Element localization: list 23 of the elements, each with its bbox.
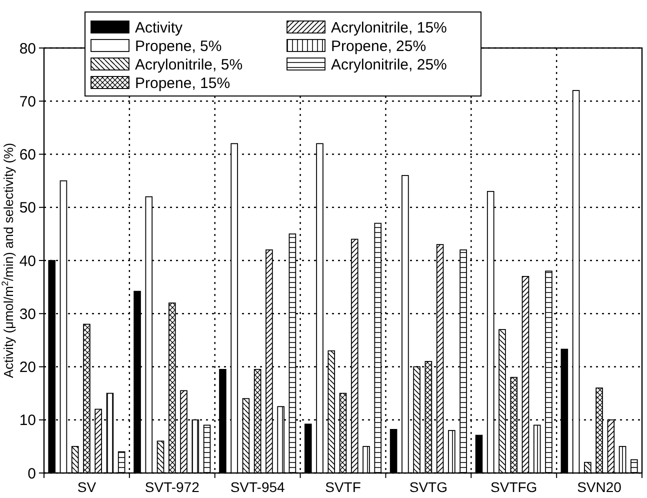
x-tick-label: SV <box>77 479 97 495</box>
y-tick-label: 10 <box>19 412 36 430</box>
y-tick-label: 50 <box>19 200 36 217</box>
x-tick-label: SVT-954 <box>230 479 286 495</box>
y-tick-label: 0 <box>28 465 36 482</box>
legend-label: Acrylonitrile, 5% <box>135 56 243 74</box>
legend-label: Acrylonitrile, 25% <box>331 56 447 74</box>
x-tick-label: SVTG <box>409 479 448 495</box>
legend-label: Acrylonitrile, 15% <box>331 19 447 36</box>
x-tick-label: SVTFG <box>490 479 538 495</box>
y-tick-label: 70 <box>19 93 36 110</box>
legend-label: Propene, 5% <box>135 38 222 55</box>
legend-label: Propene, 25% <box>331 38 426 55</box>
y-tick-label: 40 <box>19 252 36 270</box>
x-tick-label: SVT-972 <box>144 479 200 495</box>
legend-label: Propene, 15% <box>135 74 230 92</box>
y-tick-label: 80 <box>19 40 36 58</box>
y-tick-label: 30 <box>19 306 36 323</box>
x-tick-label: SVN20 <box>577 479 622 495</box>
legend-label: Activity <box>135 19 184 36</box>
y-tick-label: 60 <box>19 146 36 164</box>
x-tick-label: SVTF <box>325 479 361 495</box>
y-tick-label: 20 <box>19 359 36 376</box>
